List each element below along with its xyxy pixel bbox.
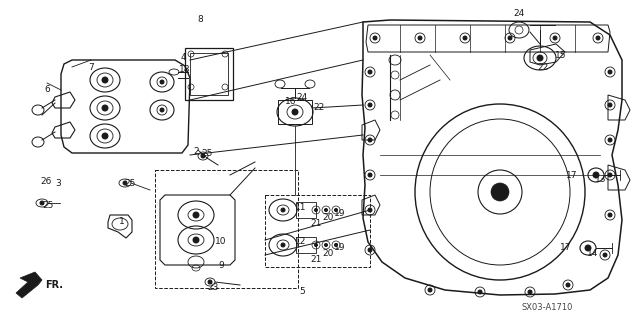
Ellipse shape xyxy=(368,173,372,177)
Bar xyxy=(265,195,370,267)
Polygon shape xyxy=(16,272,42,298)
Text: 25: 25 xyxy=(201,148,213,157)
Ellipse shape xyxy=(324,209,327,212)
Text: FR.: FR. xyxy=(45,280,63,290)
Text: 19: 19 xyxy=(334,244,346,252)
Ellipse shape xyxy=(603,253,607,257)
Text: 2: 2 xyxy=(193,148,199,156)
Text: 7: 7 xyxy=(88,62,94,71)
Text: 8: 8 xyxy=(197,15,203,25)
Text: 18: 18 xyxy=(179,66,190,75)
Ellipse shape xyxy=(608,138,612,142)
Ellipse shape xyxy=(160,80,164,84)
Text: 25: 25 xyxy=(42,201,54,210)
Text: 10: 10 xyxy=(215,237,227,246)
Text: 22: 22 xyxy=(538,63,548,73)
Text: 20: 20 xyxy=(322,213,334,222)
Bar xyxy=(185,48,233,100)
Text: 19: 19 xyxy=(334,209,346,218)
Text: 17: 17 xyxy=(566,171,578,180)
Ellipse shape xyxy=(537,55,543,61)
Ellipse shape xyxy=(123,181,127,185)
Ellipse shape xyxy=(368,208,372,212)
Ellipse shape xyxy=(608,213,612,217)
Ellipse shape xyxy=(193,237,199,243)
Bar xyxy=(278,100,312,124)
Ellipse shape xyxy=(102,105,108,111)
Ellipse shape xyxy=(596,36,600,40)
Text: 25: 25 xyxy=(124,179,136,188)
Text: 6: 6 xyxy=(44,85,50,94)
Ellipse shape xyxy=(593,172,599,178)
Ellipse shape xyxy=(315,244,317,246)
Ellipse shape xyxy=(193,212,199,218)
Text: 14: 14 xyxy=(587,249,599,258)
Text: 20: 20 xyxy=(322,249,334,258)
Text: 17: 17 xyxy=(561,244,572,252)
Bar xyxy=(190,53,228,95)
Ellipse shape xyxy=(585,245,591,251)
Text: 22: 22 xyxy=(313,103,325,113)
Ellipse shape xyxy=(368,103,372,107)
Text: 24: 24 xyxy=(296,92,308,101)
Ellipse shape xyxy=(463,36,467,40)
Text: 13: 13 xyxy=(595,175,607,185)
Ellipse shape xyxy=(608,103,612,107)
Ellipse shape xyxy=(292,109,298,115)
Ellipse shape xyxy=(373,36,377,40)
Ellipse shape xyxy=(201,154,205,158)
Text: 5: 5 xyxy=(299,287,305,297)
Ellipse shape xyxy=(608,173,612,177)
Ellipse shape xyxy=(508,36,512,40)
Text: 21: 21 xyxy=(310,254,322,263)
Text: 21: 21 xyxy=(310,220,322,228)
Text: 9: 9 xyxy=(218,260,224,269)
Bar xyxy=(296,202,316,218)
Text: SX03-A1710: SX03-A1710 xyxy=(522,303,573,313)
Ellipse shape xyxy=(368,70,372,74)
Ellipse shape xyxy=(478,290,482,294)
Ellipse shape xyxy=(368,138,372,142)
Text: 12: 12 xyxy=(296,237,306,246)
Ellipse shape xyxy=(281,208,285,212)
Ellipse shape xyxy=(324,244,327,246)
Text: 1: 1 xyxy=(119,217,125,226)
Ellipse shape xyxy=(102,77,108,83)
Text: 3: 3 xyxy=(55,180,61,188)
Ellipse shape xyxy=(418,36,422,40)
Ellipse shape xyxy=(491,183,509,201)
Ellipse shape xyxy=(102,133,108,139)
Ellipse shape xyxy=(281,243,285,247)
Text: 23: 23 xyxy=(207,283,218,292)
Text: 24: 24 xyxy=(513,10,525,19)
Text: 26: 26 xyxy=(40,178,52,187)
Text: 11: 11 xyxy=(296,203,307,212)
Ellipse shape xyxy=(334,244,338,246)
Ellipse shape xyxy=(553,36,557,40)
Bar xyxy=(155,170,298,288)
Ellipse shape xyxy=(368,248,372,252)
Ellipse shape xyxy=(528,290,532,294)
Ellipse shape xyxy=(40,201,44,205)
Ellipse shape xyxy=(608,70,612,74)
Ellipse shape xyxy=(315,209,317,212)
Ellipse shape xyxy=(334,209,338,212)
Text: 16: 16 xyxy=(285,97,297,106)
Bar xyxy=(296,237,316,253)
Ellipse shape xyxy=(428,288,432,292)
Ellipse shape xyxy=(208,280,212,284)
Text: 4: 4 xyxy=(180,52,186,61)
Text: 15: 15 xyxy=(555,51,567,60)
Ellipse shape xyxy=(566,283,570,287)
Ellipse shape xyxy=(160,108,164,112)
